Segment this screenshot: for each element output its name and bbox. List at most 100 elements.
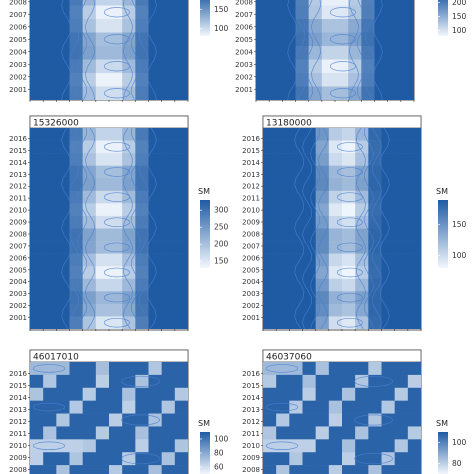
heatmap-cell [95,452,110,466]
heatmap-cell [161,0,176,6]
heatmap-cell [407,241,421,254]
heatmap-cell [342,316,356,329]
heatmap-cell [295,32,309,47]
heatmap-cell [82,190,97,204]
y-tick-label: 2008 [242,466,260,474]
heatmap-cell [122,0,136,6]
heatmap-cells [30,0,188,100]
heatmap-cell [43,32,57,47]
heatmap-cell [161,153,176,166]
y-tick-label: 2015 [242,147,260,155]
heatmap-cell [95,203,110,217]
heatmap-cell [295,5,309,20]
heatmap-cell [407,128,421,141]
heatmap-cell [276,439,290,453]
heatmap-cell [394,153,409,166]
legend-colorbar [438,432,448,474]
y-tick-label: 2009 [242,454,260,462]
heatmap-cell [135,362,149,376]
heatmap-cell [308,0,323,6]
heatmap-cell [69,153,83,166]
heatmap-cell [161,19,176,33]
heatmap-cell [302,291,316,305]
heatmap-cell [321,59,336,74]
heatmap-cell [95,128,110,141]
heatmap-cell [263,426,277,440]
heatmap-cell [135,228,149,242]
contour-ring [103,88,130,99]
contour-lines [294,128,390,329]
heatmap-cell [30,215,44,229]
legend-tick-label: 80 [452,459,462,468]
heatmap-cell [328,303,343,317]
heatmap-cell [122,387,136,401]
heatmap-cell [30,5,44,20]
heatmap-cell [122,46,136,60]
contour-lines [61,128,157,329]
heatmap-cell [282,0,296,6]
heatmap-cell [328,387,343,401]
heatmap-cell [315,140,330,154]
heatmap-cell [348,0,362,6]
heatmap-cell [328,228,343,242]
heatmap-cell [69,374,83,389]
heatmap-cell [368,215,382,229]
heatmap-cell [355,426,369,440]
heatmap-cell [328,439,343,453]
heatmap-cell [82,465,97,474]
heatmap-cell [30,165,44,179]
heatmap-cell [174,73,188,87]
heatmap-cell [135,46,149,60]
heatmap-cell [109,439,123,453]
heatmap-cell [135,241,149,254]
heatmap-cell [394,253,409,267]
heatmap-cell [30,59,44,74]
heatmap-cell [174,413,188,427]
heatmap-cell [56,32,70,47]
heatmap-cell [135,32,149,47]
heatmap-cell [355,387,369,401]
heatmap-cell [43,303,57,317]
heatmap-cell [269,73,283,87]
y-tick-label: 2003 [9,290,27,298]
heatmap-cell [263,303,277,317]
legend-tick-label: 80 [214,449,224,458]
heatmap-cell [381,291,395,305]
heatmap-cell [148,241,162,254]
heatmap-cell [328,465,343,474]
heatmap-cell [276,278,290,292]
heatmap-cell [335,73,349,87]
heatmap-cell [56,241,70,254]
y-tick-label: 2002 [9,302,27,310]
heatmap-cell [263,128,277,141]
heatmap-cell [109,303,123,317]
chart-panel-6: 46037060 2016 2015 2014 2013 2012 2011 2010 2009… [242,349,467,474]
heatmap-cell [43,165,57,179]
heatmap-cell [368,128,382,141]
heatmap-cell [43,413,57,427]
heatmap-cell [368,228,382,242]
contour-line [131,128,141,329]
heatmap-cell [276,253,290,267]
heatmap-cell [122,59,136,74]
heatmap-cell [315,413,330,427]
heatmap-cell [95,465,110,474]
heatmap-cell [82,46,97,60]
contour-line [355,128,366,329]
heatmap-cell [361,5,375,20]
heatmap-cell [407,278,421,292]
heatmap-cell [30,153,44,166]
heatmap-cell [69,241,83,254]
heatmap-cell [400,86,414,100]
contour-line [139,0,149,100]
heatmap-cell [109,316,123,329]
heatmap-cell [148,452,162,466]
heatmap-cell [276,140,290,154]
heatmap-cell [394,400,409,414]
contour-line [122,0,133,100]
heatmap-cell [95,0,110,6]
heatmap-cell [381,266,395,280]
heatmap-cell [135,140,149,154]
y-tick-label: 2008 [9,0,27,6]
heatmap-cell [82,374,97,389]
